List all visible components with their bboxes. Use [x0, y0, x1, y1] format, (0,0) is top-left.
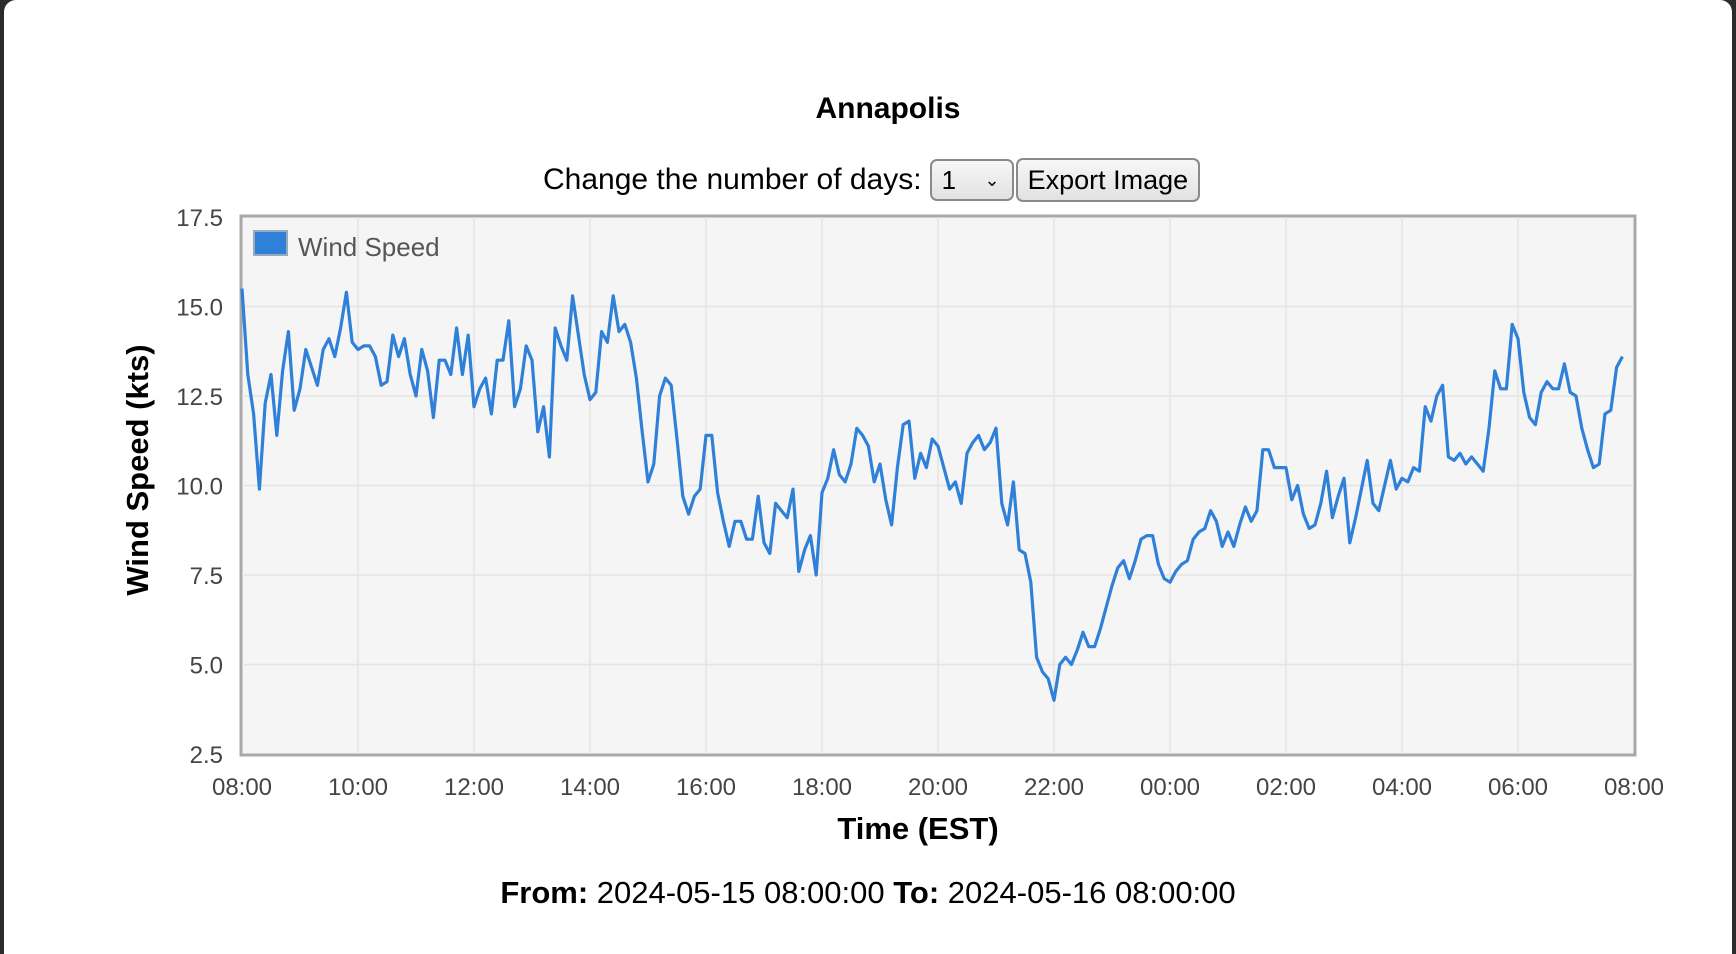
legend-label: Wind Speed [298, 232, 440, 262]
y-axis-title: Wind Speed (kts) [120, 344, 155, 595]
legend-swatch [253, 230, 288, 256]
x-tick-label: 12:00 [444, 774, 504, 801]
grid-lines [242, 217, 1634, 754]
export-image-button[interactable]: Export Image [1015, 158, 1201, 202]
days-select[interactable]: 1 ⌄ [929, 159, 1014, 201]
y-tick-label: 2.5 [190, 742, 223, 769]
days-label: Change the number of days: [543, 163, 922, 196]
date-range: From: 2024-05-15 08:00:00 To: 2024-05-16… [0, 875, 1736, 911]
x-tick-label: 18:00 [792, 774, 852, 801]
x-tick-label: 04:00 [1372, 774, 1432, 801]
x-tick-label: 20:00 [908, 774, 968, 801]
x-tick-label: 10:00 [328, 774, 388, 801]
from-value: 2024-05-15 08:00:00 [596, 875, 885, 910]
to-label: To: [893, 875, 940, 910]
y-tick-label: 5.0 [190, 653, 223, 680]
legend: Wind Speed [253, 230, 440, 262]
x-tick-label: 08:00 [1604, 774, 1664, 801]
chart-controls: Change the number of days: 1 ⌄ Export Im… [543, 158, 1201, 202]
days-select-value: 1 [941, 165, 957, 195]
x-tick-label: 14:00 [560, 774, 620, 801]
x-tick-label: 02:00 [1256, 774, 1316, 801]
x-tick-label: 00:00 [1140, 774, 1200, 801]
chevron-down-icon: ⌄ [984, 170, 1000, 190]
to-value: 2024-05-16 08:00:00 [947, 875, 1236, 910]
from-label: From: [500, 875, 589, 910]
x-tick-label: 08:00 [212, 774, 272, 801]
x-tick-label: 22:00 [1024, 774, 1084, 801]
x-axis-ticks: 08:00 10:00 12:00 14:00 16:00 18:00 20:00 22:00… [212, 774, 1664, 801]
station-title: Annapolis [815, 92, 961, 125]
y-tick-label: 12.5 [176, 384, 223, 411]
y-tick-label: 15.0 [176, 295, 223, 322]
y-tick-label: 7.5 [190, 563, 223, 590]
y-tick-label: 10.0 [176, 474, 223, 501]
wind-speed-line [240, 288, 1624, 702]
y-axis-ticks: 2.5 5.0 7.5 10.0 12.5 15.0 17.5 [176, 205, 223, 769]
y-tick-label: 17.5 [176, 205, 223, 232]
x-tick-label: 06:00 [1488, 774, 1548, 801]
x-tick-label: 16:00 [676, 774, 736, 801]
x-axis-title: Time (EST) [837, 811, 998, 846]
